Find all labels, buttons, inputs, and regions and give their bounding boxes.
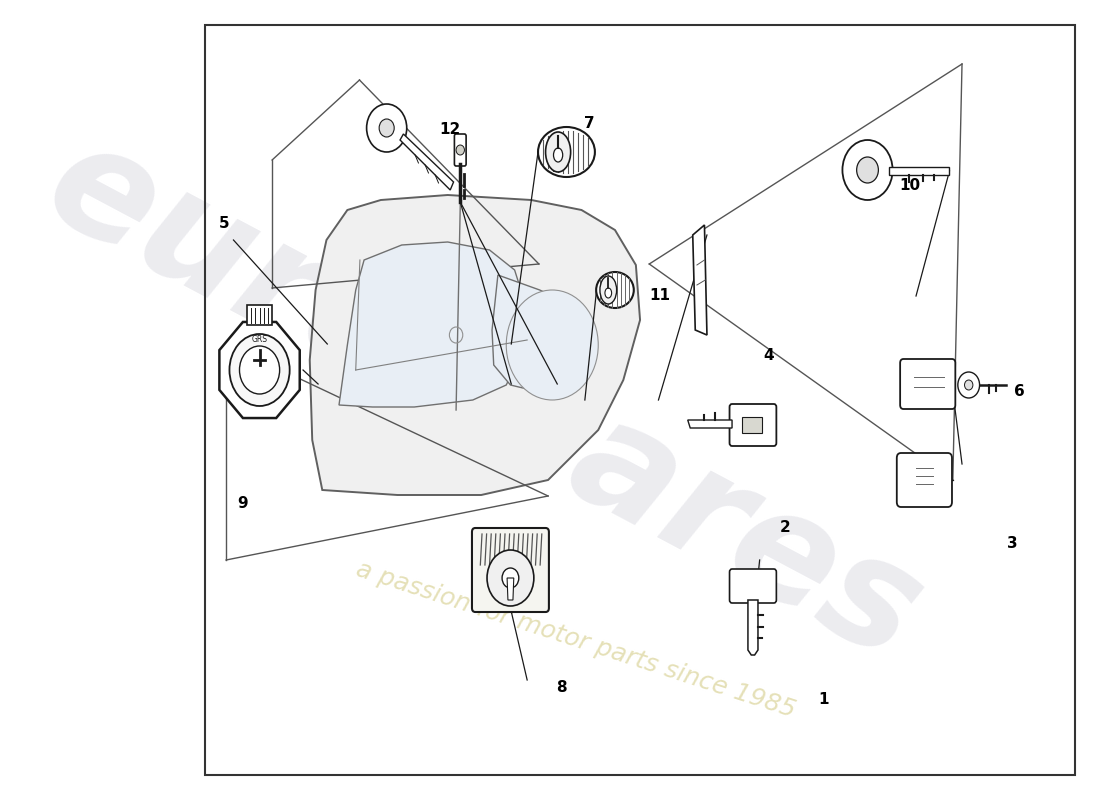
Ellipse shape [600,276,617,304]
Circle shape [456,145,464,155]
FancyBboxPatch shape [742,417,762,433]
Circle shape [843,140,892,200]
Text: 3: 3 [1008,537,1018,551]
Circle shape [366,104,407,152]
Text: a passion for motor parts since 1985: a passion for motor parts since 1985 [353,558,799,722]
Text: 8: 8 [557,681,568,695]
Circle shape [487,550,534,606]
Ellipse shape [605,288,612,298]
FancyBboxPatch shape [248,305,272,325]
FancyBboxPatch shape [454,134,466,166]
FancyBboxPatch shape [896,453,951,507]
Text: 11: 11 [649,289,670,303]
Circle shape [506,290,598,400]
Circle shape [240,346,279,394]
Text: 5: 5 [219,217,230,231]
Ellipse shape [546,132,571,172]
Circle shape [230,334,289,406]
Polygon shape [693,225,707,335]
Circle shape [502,568,519,588]
Circle shape [958,372,980,398]
Ellipse shape [553,148,563,162]
Text: 2: 2 [780,521,791,535]
Polygon shape [492,275,594,392]
Ellipse shape [538,127,595,177]
Circle shape [857,157,879,183]
Text: 7: 7 [584,117,595,131]
Polygon shape [507,578,514,600]
Text: 1: 1 [818,693,829,707]
Polygon shape [310,195,640,495]
Polygon shape [219,322,299,418]
Text: eurospares: eurospares [22,107,945,693]
FancyBboxPatch shape [729,569,777,603]
Text: 4: 4 [763,349,774,363]
Text: GRS: GRS [252,335,267,345]
Text: 10: 10 [899,178,920,193]
Polygon shape [748,600,758,655]
FancyBboxPatch shape [729,404,777,446]
Polygon shape [889,167,949,175]
Text: 9: 9 [238,497,248,511]
Polygon shape [339,242,527,407]
Polygon shape [400,134,453,190]
FancyBboxPatch shape [900,359,955,409]
Circle shape [965,380,972,390]
Text: 12: 12 [439,122,460,137]
Polygon shape [688,420,732,428]
FancyBboxPatch shape [472,528,549,612]
Text: 6: 6 [1014,385,1024,399]
Ellipse shape [596,272,634,308]
Circle shape [379,119,394,137]
